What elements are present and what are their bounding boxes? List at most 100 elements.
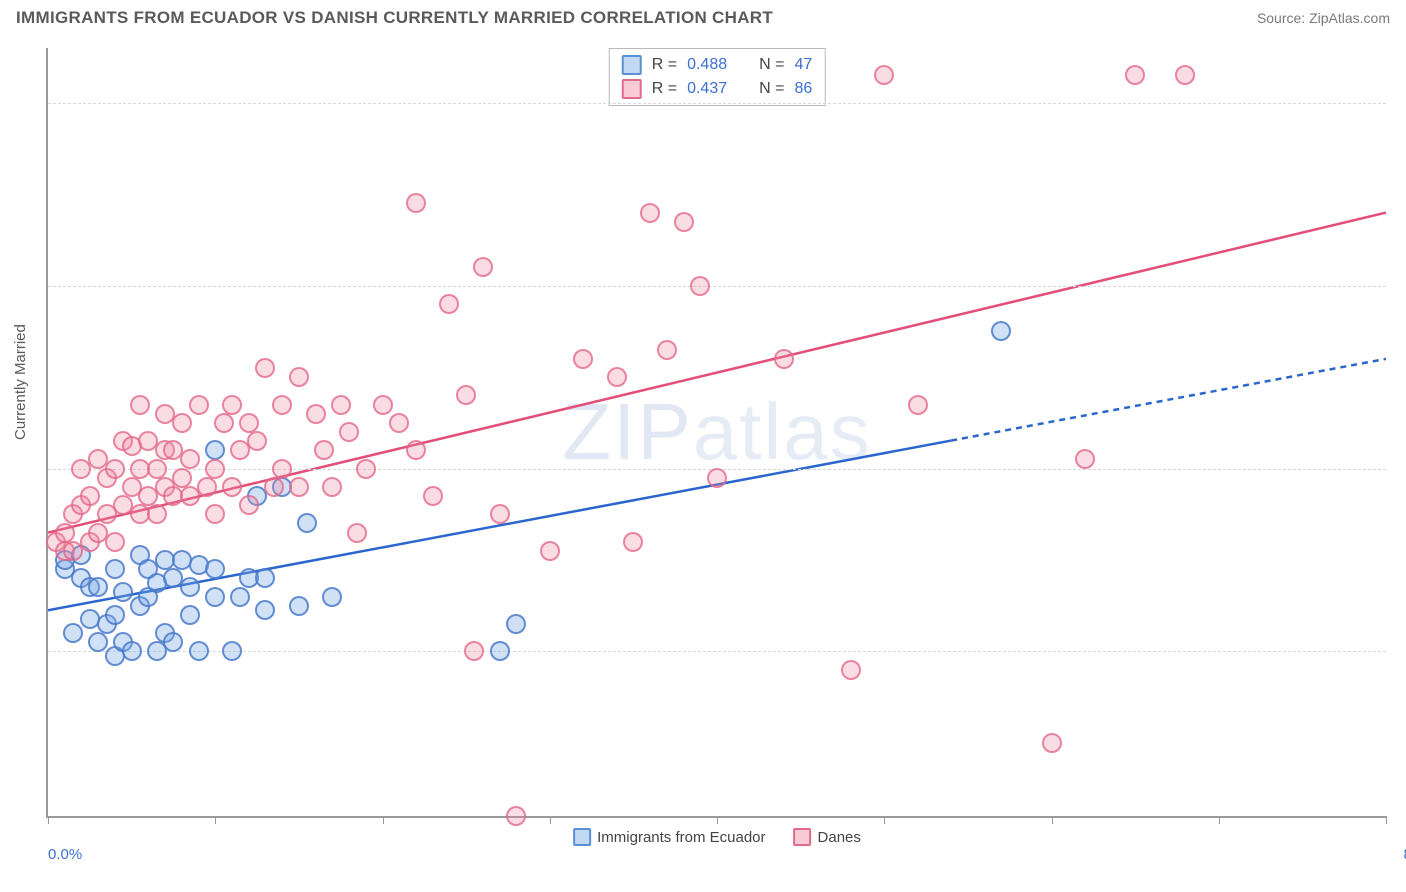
data-point-danes xyxy=(205,504,225,524)
data-point-danes xyxy=(272,459,292,479)
data-point-danes xyxy=(874,65,894,85)
data-point-ecuador xyxy=(230,587,250,607)
data-point-danes xyxy=(490,504,510,524)
data-point-danes xyxy=(774,349,794,369)
y-tick-label: 100.0% xyxy=(1394,94,1406,111)
data-point-danes xyxy=(1042,733,1062,753)
data-point-ecuador xyxy=(255,568,275,588)
data-point-danes xyxy=(456,385,476,405)
data-point-danes xyxy=(356,459,376,479)
data-point-ecuador xyxy=(180,605,200,625)
data-point-danes xyxy=(147,504,167,524)
data-point-danes xyxy=(406,440,426,460)
chart-header: IMMIGRANTS FROM ECUADOR VS DANISH CURREN… xyxy=(0,0,1406,32)
data-point-ecuador xyxy=(105,605,125,625)
data-point-danes xyxy=(222,395,242,415)
chart-source: Source: ZipAtlas.com xyxy=(1257,10,1390,26)
data-point-ecuador xyxy=(289,596,309,616)
data-point-ecuador xyxy=(189,641,209,661)
gridline xyxy=(48,651,1386,652)
legend-row-ecuador: R = 0.488 N = 47 xyxy=(622,53,813,77)
data-point-danes xyxy=(306,404,326,424)
data-point-danes xyxy=(1175,65,1195,85)
data-point-danes xyxy=(640,203,660,223)
data-point-danes xyxy=(389,413,409,433)
x-tick xyxy=(1052,816,1053,824)
data-point-ecuador xyxy=(506,614,526,634)
watermark: ZIPatlas xyxy=(562,386,871,478)
data-point-danes xyxy=(347,523,367,543)
data-point-danes xyxy=(314,440,334,460)
x-tick xyxy=(215,816,216,824)
data-point-ecuador xyxy=(222,641,242,661)
legend-R-label: R = xyxy=(652,77,677,101)
series-legend: Immigrants from Ecuador Danes xyxy=(573,828,861,846)
data-point-ecuador xyxy=(113,582,133,602)
data-point-danes xyxy=(339,422,359,442)
swatch-pink-icon xyxy=(622,79,642,99)
data-point-danes xyxy=(506,806,526,826)
data-point-danes xyxy=(623,532,643,552)
data-point-danes xyxy=(607,367,627,387)
x-tick xyxy=(48,816,49,824)
data-point-danes xyxy=(105,532,125,552)
data-point-ecuador xyxy=(490,641,510,661)
legend-label-danes: Danes xyxy=(818,829,861,846)
data-point-danes xyxy=(205,459,225,479)
legend-R-danes: 0.437 xyxy=(687,77,727,101)
data-point-danes xyxy=(289,477,309,497)
legend-label-ecuador: Immigrants from Ecuador xyxy=(597,829,765,846)
swatch-blue-icon xyxy=(573,828,591,846)
correlation-legend: R = 0.488 N = 47 R = 0.437 N = 86 xyxy=(609,48,826,106)
data-point-danes xyxy=(331,395,351,415)
data-point-danes xyxy=(172,468,192,488)
data-point-danes xyxy=(180,449,200,469)
legend-N-label: N = xyxy=(759,53,784,77)
x-tick xyxy=(383,816,384,824)
data-point-danes xyxy=(1125,65,1145,85)
data-point-danes xyxy=(406,193,426,213)
gridline xyxy=(48,103,1386,104)
data-point-ecuador xyxy=(322,587,342,607)
data-point-danes xyxy=(908,395,928,415)
data-point-danes xyxy=(1075,449,1095,469)
data-point-danes xyxy=(272,395,292,415)
legend-R-ecuador: 0.488 xyxy=(687,53,727,77)
legend-row-danes: R = 0.437 N = 86 xyxy=(622,77,813,101)
chart-title: IMMIGRANTS FROM ECUADOR VS DANISH CURREN… xyxy=(16,8,773,28)
data-point-ecuador xyxy=(63,623,83,643)
data-point-danes xyxy=(247,431,267,451)
data-point-danes xyxy=(55,523,75,543)
data-point-ecuador xyxy=(205,440,225,460)
swatch-pink-icon xyxy=(794,828,812,846)
data-point-ecuador xyxy=(297,513,317,533)
data-point-danes xyxy=(130,395,150,415)
data-point-danes xyxy=(264,477,284,497)
x-tick xyxy=(717,816,718,824)
data-point-danes xyxy=(439,294,459,314)
data-point-danes xyxy=(239,413,259,433)
data-point-ecuador xyxy=(180,577,200,597)
legend-item-danes: Danes xyxy=(794,828,861,846)
data-point-danes xyxy=(674,212,694,232)
data-point-ecuador xyxy=(205,587,225,607)
data-point-danes xyxy=(540,541,560,561)
data-point-ecuador xyxy=(991,321,1011,341)
data-point-danes xyxy=(222,477,242,497)
legend-N-danes: 86 xyxy=(794,77,812,101)
data-point-danes xyxy=(423,486,443,506)
data-point-danes xyxy=(841,660,861,680)
data-point-danes xyxy=(197,477,217,497)
data-point-danes xyxy=(657,340,677,360)
data-point-ecuador xyxy=(88,577,108,597)
data-point-danes xyxy=(214,413,234,433)
y-tick-label: 80.0% xyxy=(1394,277,1406,294)
swatch-blue-icon xyxy=(622,55,642,75)
y-tick-label: 60.0% xyxy=(1394,460,1406,477)
x-tick xyxy=(1386,816,1387,824)
data-point-danes xyxy=(464,641,484,661)
data-point-danes xyxy=(172,413,192,433)
data-point-danes xyxy=(289,367,309,387)
y-axis-label: Currently Married xyxy=(12,324,29,440)
data-point-ecuador xyxy=(122,641,142,661)
